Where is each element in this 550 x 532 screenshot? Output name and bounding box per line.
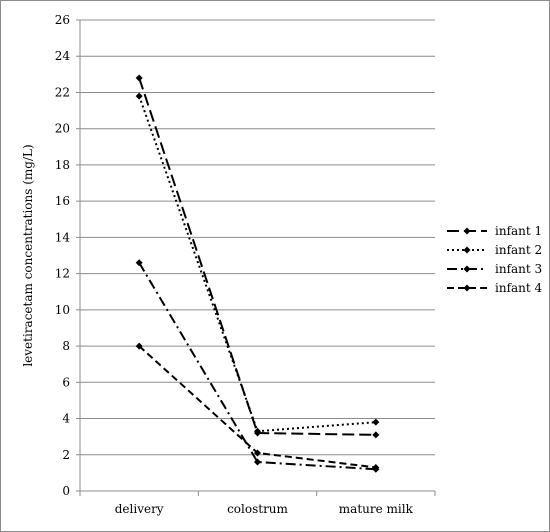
legend-label: infant 2 (495, 243, 542, 257)
legend-label: infant 1 (495, 224, 542, 238)
x-tick-label: colostrum (227, 502, 288, 516)
y-tick-label: 4 (62, 412, 70, 426)
data-point (135, 342, 143, 350)
y-tick-label: 14 (55, 230, 71, 244)
series-2 (135, 92, 380, 435)
y-tick-label: 16 (55, 194, 70, 208)
legend-marker (463, 284, 471, 292)
series-lines (135, 74, 380, 473)
y-tick-label: 18 (55, 158, 70, 172)
data-point (135, 92, 143, 100)
y-tick-label: 8 (62, 339, 70, 353)
data-point (254, 449, 261, 457)
data-point (254, 427, 261, 435)
data-point (135, 259, 143, 267)
legend-entry: infant 1 (447, 224, 542, 238)
data-point (372, 431, 380, 439)
y-tick-label: 6 (62, 375, 70, 389)
legend-entry: infant 3 (447, 262, 542, 276)
legend-marker (463, 227, 471, 235)
data-point (372, 418, 380, 426)
y-axis-title: levetiracetam concentrations (mg/L) (21, 144, 35, 366)
series-4 (135, 342, 380, 471)
legend-marker (463, 246, 471, 254)
legend-label: infant 3 (495, 262, 542, 276)
gridlines (80, 19, 435, 456)
y-tick-label: 2 (62, 448, 70, 462)
data-point (254, 458, 261, 466)
legend-marker (463, 265, 471, 273)
y-tick-label: 0 (62, 484, 70, 498)
x-tick-label: delivery (115, 502, 164, 516)
y-tick-label: 24 (55, 49, 71, 63)
legend-label: infant 4 (495, 281, 543, 295)
legend-entry: infant 2 (447, 243, 542, 257)
y-tick-label: 10 (55, 303, 70, 317)
data-point (135, 74, 143, 82)
y-tick-label: 26 (55, 13, 70, 27)
x-tick-label: mature milk (339, 502, 414, 516)
data-point (372, 463, 380, 471)
legend: infant 1 infant 2 infant 3 infant 4 (447, 224, 543, 295)
legend-entry: infant 4 (447, 281, 543, 295)
y-tick-label: 20 (55, 122, 70, 136)
y-tick-label: 12 (55, 267, 70, 281)
y-tick-label: 22 (55, 85, 70, 99)
